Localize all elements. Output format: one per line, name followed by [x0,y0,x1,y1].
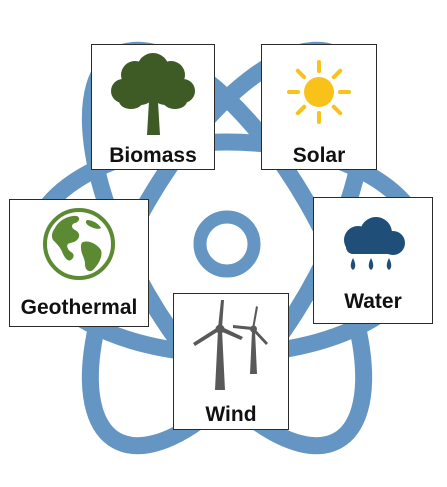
biomass-card: Biomass [91,44,215,170]
wind-card: Wind [173,293,289,430]
biomass-label: Biomass [109,144,197,167]
rain-cloud-icon [314,216,432,276]
globe-icon [10,206,148,282]
water-card: Water [313,197,433,324]
wind-label: Wind [205,403,257,426]
geothermal-card: Geothermal [9,199,149,327]
water-label: Water [344,290,402,313]
atom-nucleus-ring [193,210,261,278]
tree-icon [92,51,214,135]
solar-label: Solar [292,144,346,167]
geothermal-label: Geothermal [20,296,138,319]
atom-nucleus [193,210,261,278]
solar-card: Solar [261,44,377,170]
wind-turbine-icon [174,298,288,392]
sun-icon [262,59,376,125]
